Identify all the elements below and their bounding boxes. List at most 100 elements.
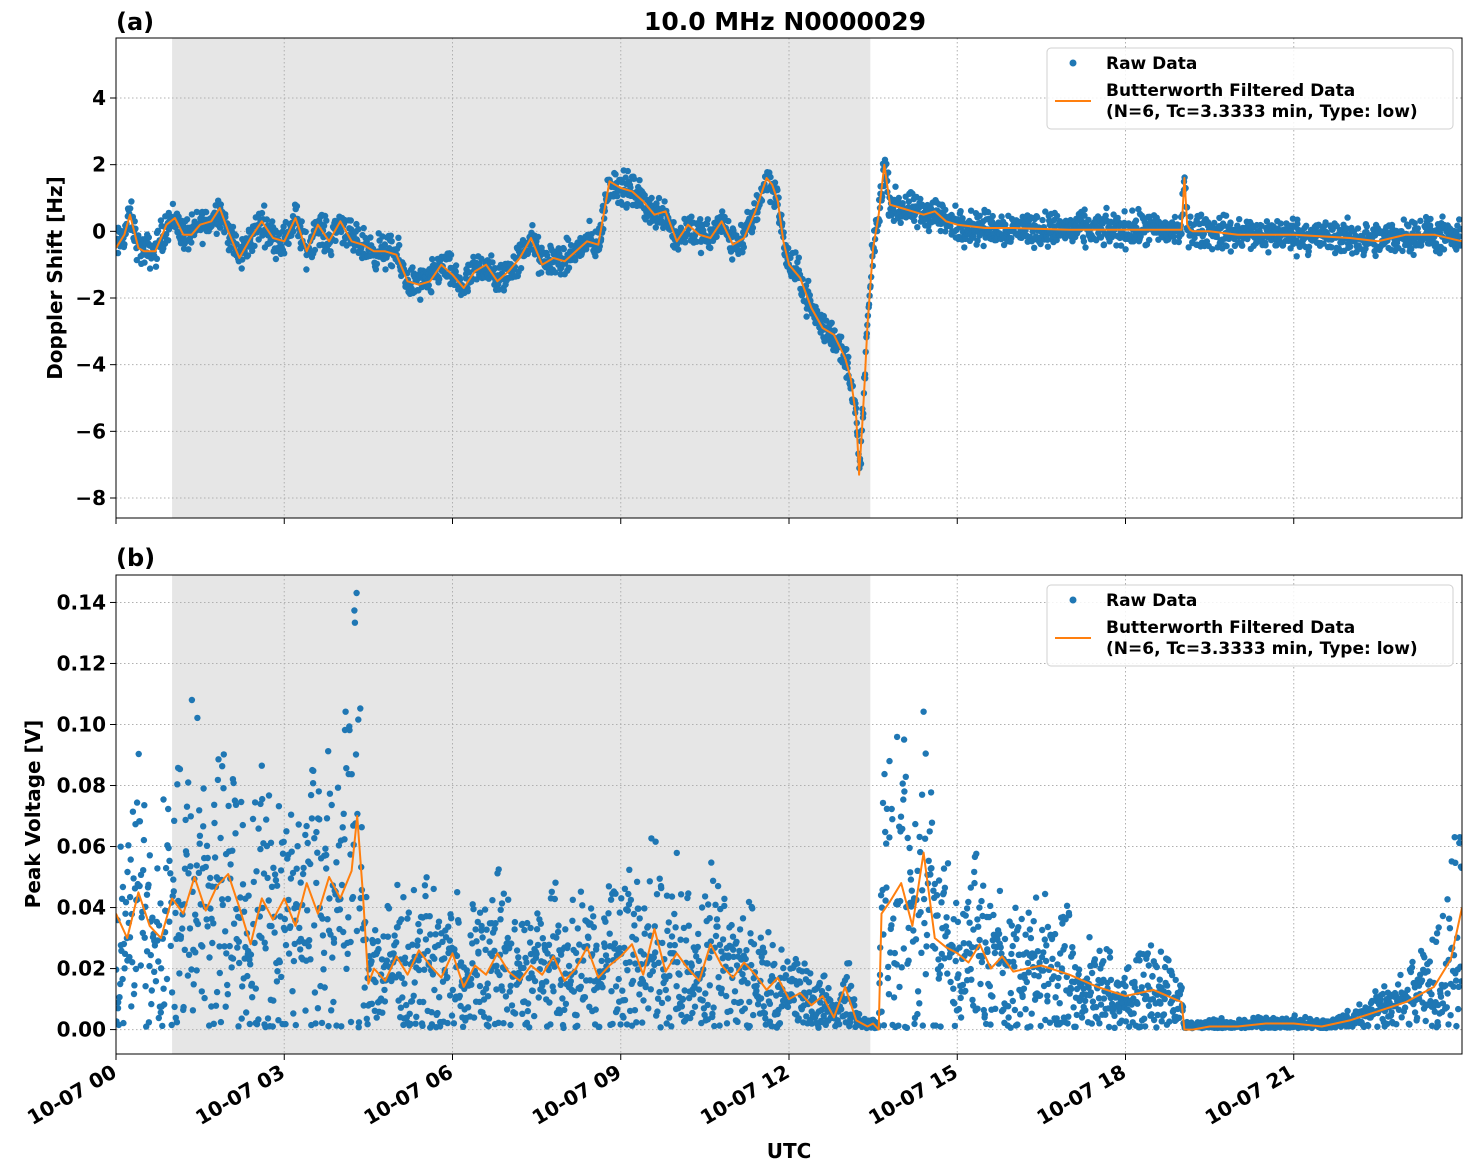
raw-point — [276, 958, 283, 966]
raw-point — [1096, 1020, 1103, 1027]
raw-point — [888, 922, 895, 929]
raw-point — [721, 895, 728, 902]
raw-point — [137, 962, 144, 969]
raw-point — [1096, 947, 1103, 954]
raw-point — [688, 962, 695, 969]
raw-point — [1019, 993, 1026, 1001]
raw-point — [605, 910, 612, 917]
raw-point — [165, 237, 172, 244]
raw-point — [615, 975, 622, 983]
raw-point — [922, 971, 929, 978]
raw-point — [261, 939, 268, 946]
raw-point — [698, 904, 706, 911]
raw-point — [1018, 915, 1025, 923]
raw-point — [215, 756, 222, 763]
raw-point — [747, 930, 754, 937]
raw-point — [427, 931, 434, 938]
raw-point — [492, 920, 499, 927]
raw-point — [172, 909, 179, 917]
raw-point — [316, 816, 323, 823]
raw-point — [559, 995, 566, 1002]
raw-point — [238, 1015, 245, 1022]
raw-point — [903, 1024, 911, 1032]
raw-point — [608, 988, 615, 995]
raw-point — [203, 842, 211, 849]
raw-point — [367, 234, 374, 241]
raw-point — [652, 224, 659, 231]
raw-point — [448, 915, 455, 922]
raw-point — [152, 978, 160, 985]
raw-point — [126, 953, 133, 961]
raw-point — [1037, 240, 1044, 248]
raw-point — [967, 965, 974, 973]
raw-point — [436, 994, 443, 1001]
raw-point — [1456, 233, 1462, 240]
raw-point — [268, 883, 276, 890]
raw-point — [285, 896, 292, 904]
raw-point — [339, 824, 346, 831]
raw-point — [138, 914, 145, 921]
raw-point — [217, 834, 224, 842]
raw-point — [1046, 1019, 1054, 1026]
raw-point — [1187, 213, 1194, 220]
raw-point — [1155, 236, 1162, 243]
raw-point — [422, 936, 430, 943]
raw-point — [537, 920, 544, 927]
raw-point — [1144, 950, 1152, 957]
panel-b: (b) 0.140.120.100.080.060.040.020.00Raw … — [21, 544, 1463, 1060]
raw-point — [1007, 1024, 1014, 1031]
raw-point — [277, 867, 285, 874]
raw-point — [569, 917, 576, 924]
raw-point — [449, 986, 456, 994]
raw-point — [368, 958, 375, 965]
raw-point — [1132, 217, 1140, 224]
raw-point — [626, 959, 633, 966]
raw-point — [974, 916, 981, 923]
raw-point — [435, 918, 443, 925]
raw-point — [674, 959, 681, 966]
raw-point — [192, 949, 199, 956]
raw-point — [306, 937, 313, 944]
raw-point — [512, 1010, 519, 1017]
raw-point — [151, 968, 158, 975]
raw-point — [311, 246, 319, 254]
raw-point — [188, 966, 195, 973]
raw-point — [421, 882, 429, 889]
raw-point — [1122, 1018, 1130, 1025]
raw-point — [348, 771, 355, 778]
raw-point — [202, 863, 209, 871]
raw-point — [179, 925, 186, 932]
raw-point — [769, 941, 776, 949]
raw-point — [469, 960, 476, 967]
raw-point — [1128, 1001, 1135, 1008]
raw-point — [767, 173, 774, 181]
raw-point — [923, 931, 931, 939]
raw-point — [488, 952, 496, 960]
raw-point — [1041, 890, 1049, 898]
raw-point — [163, 231, 170, 238]
raw-point — [145, 1019, 153, 1026]
raw-point — [416, 928, 424, 935]
raw-point — [1107, 976, 1115, 984]
raw-point — [414, 942, 421, 949]
raw-point — [1091, 956, 1099, 963]
raw-point — [744, 980, 751, 987]
raw-point — [998, 213, 1005, 220]
raw-point — [928, 819, 936, 826]
raw-point — [311, 989, 319, 996]
raw-point — [587, 905, 595, 912]
legend-label-params: (N=6, Tc=3.3333 min, Type: low) — [1106, 102, 1418, 122]
raw-point — [274, 968, 281, 975]
raw-point — [145, 234, 152, 241]
raw-point — [157, 900, 164, 907]
raw-point — [176, 765, 184, 773]
raw-point — [379, 1009, 386, 1016]
raw-point — [187, 863, 194, 870]
raw-point — [1142, 1023, 1149, 1030]
raw-point — [750, 1011, 757, 1019]
raw-point — [214, 776, 222, 784]
raw-point — [1148, 1011, 1155, 1018]
raw-point — [279, 228, 286, 235]
raw-point — [281, 926, 289, 934]
legend-label-raw: Raw Data — [1106, 54, 1197, 74]
